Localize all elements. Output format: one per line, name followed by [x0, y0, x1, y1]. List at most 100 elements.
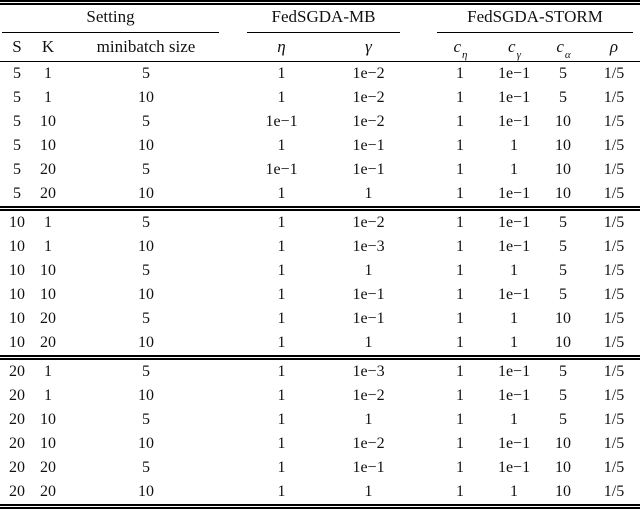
cell-gamma: 1e−2: [352, 387, 385, 404]
cell-eta: 1: [277, 411, 286, 428]
cell-minibatch-size: 5: [142, 310, 150, 327]
cell-k: 1: [44, 387, 52, 404]
cell-c-eta: 1: [456, 459, 464, 476]
cell-c-gamma: 1: [510, 161, 518, 178]
table-row: 20 20 5 1 1e−1 1 1e−1 10 1/5: [0, 456, 640, 480]
cell-c-eta: 1: [456, 387, 464, 404]
cell-s: 5: [13, 113, 21, 130]
cell-minibatch-size: 5: [62, 355, 230, 384]
cell-c-gamma: 1: [510, 483, 518, 500]
cell-gamma: 1: [364, 483, 373, 500]
cell-gamma: 1e−1: [352, 161, 385, 178]
cell-minibatch-size: 5: [142, 161, 150, 178]
cell-eta: 1: [277, 262, 286, 279]
cell-rho: 1/5: [603, 459, 625, 476]
cell-eta: 1: [277, 137, 286, 154]
cell-s: 20: [9, 483, 25, 500]
cell-c-gamma: 1e−1: [490, 206, 538, 235]
cell-eta: 1e−1: [265, 113, 298, 130]
table-row: 5 10 5 1e−1 1e−2 1 1e−1 10 1/5: [0, 110, 640, 134]
cell-gamma: 1e−2: [352, 435, 385, 452]
cell-rho: 1/5: [603, 161, 625, 178]
table-row: 10 10 5 1 1 1 1 5 1/5: [0, 259, 640, 283]
cell-c-alpha: 10: [555, 137, 571, 154]
cell-c-eta: 1: [456, 137, 464, 154]
cell-s: 5: [13, 185, 21, 202]
cell-c-alpha: 10: [555, 483, 571, 500]
cell-eta: 1: [277, 286, 286, 303]
cell-eta: 1: [277, 387, 286, 404]
cell-rho: 1/5: [603, 286, 625, 303]
cell-gamma: 1: [364, 411, 373, 428]
cell-s: 10: [9, 310, 25, 327]
cell-c-alpha: 5: [559, 262, 567, 279]
cell-c-gamma: 1: [510, 310, 518, 327]
cell-s: 10: [0, 206, 34, 235]
table-row: 5 1 5 1 1e−2 1 1e−1 5 1/5: [0, 62, 640, 87]
table-body: 5 1 5 1 1e−2 1 1e−1 5 1/5 5 1 10 1 1e−2 1 1e−1 5 1/5 5 10 5 1…: [0, 62, 640, 507]
cell-minibatch-size: 5: [142, 113, 150, 130]
cell-s: 20: [9, 411, 25, 428]
cell-gamma: 1e−3: [352, 238, 385, 255]
cell-c-eta: 1: [404, 206, 490, 235]
group-header-row: Setting FedSGDA-MB FedSGDA-STORM: [0, 3, 640, 33]
cell-c-eta: 1: [456, 286, 464, 303]
cell-eta: 1: [277, 334, 286, 351]
cell-gamma: 1e−1: [352, 286, 385, 303]
cell-rho: 1/5: [603, 262, 625, 279]
cell-k: 10: [40, 411, 56, 428]
cell-c-alpha: 5: [559, 89, 567, 106]
cell-rho: 1/5: [603, 65, 625, 82]
cell-c-gamma: 1e−1: [497, 459, 531, 476]
cell-minibatch-size: 10: [138, 435, 154, 452]
group-fedsgda-storm: FedSGDA-STORM: [404, 3, 640, 33]
cell-gamma: 1: [364, 262, 373, 279]
col-header-s: S: [0, 33, 34, 62]
cell-k: 10: [40, 262, 56, 279]
col-header-rho: ρ: [588, 33, 640, 62]
table-header: Setting FedSGDA-MB FedSGDA-STORM S K min…: [0, 3, 640, 62]
cell-c-gamma: 1e−1: [497, 435, 531, 452]
table-row: 10 20 10 1 1 1 1 10 1/5: [0, 331, 640, 358]
table-row: 10 1 10 1 1e−3 1 1e−1 5 1/5: [0, 235, 640, 259]
table-row: 10 20 5 1 1e−1 1 1 10 1/5: [0, 307, 640, 331]
cell-c-alpha: 10: [555, 435, 571, 452]
cell-c-eta: 1: [456, 65, 464, 82]
cell-c-eta: 1: [456, 411, 464, 428]
cell-c-gamma: 1e−1: [497, 238, 531, 255]
table-row: 20 1 10 1 1e−2 1 1e−1 5 1/5: [0, 384, 640, 408]
cell-minibatch-size: 10: [138, 185, 154, 202]
cell-rho: 1/5: [603, 483, 625, 500]
cell-s: 5: [13, 161, 21, 178]
table-row: 5 1 10 1 1e−2 1 1e−1 5 1/5: [0, 86, 640, 110]
cell-eta: 1: [277, 89, 286, 106]
cell-c-eta: 1: [456, 483, 464, 500]
cell-s: 5: [13, 65, 21, 82]
cell-rho: 1/5: [603, 310, 625, 327]
cell-c-alpha: 10: [555, 334, 571, 351]
cell-k: 10: [40, 137, 56, 154]
cell-c-alpha: 10: [555, 161, 571, 178]
cell-gamma: 1e−1: [352, 459, 385, 476]
cell-eta: 1: [277, 65, 286, 82]
cell-k: 10: [40, 435, 56, 452]
cell-minibatch-size: 5: [142, 459, 150, 476]
col-header-c-eta: cη: [404, 33, 490, 62]
cell-minibatch-size: 10: [138, 334, 154, 351]
cell-s: 10: [9, 262, 25, 279]
col-header-eta: η: [230, 33, 333, 62]
cell-gamma: 1e−2: [352, 89, 385, 106]
cell-minibatch-size: 5: [62, 206, 230, 235]
cell-c-eta: 1: [456, 334, 464, 351]
cell-s: 5: [13, 89, 21, 106]
cell-c-alpha: 5: [559, 387, 567, 404]
cell-rho: 1/5: [603, 185, 625, 202]
cell-minibatch-size: 5: [142, 65, 150, 82]
table-row: 20 20 10 1 1 1 1 10 1/5: [0, 480, 640, 507]
cell-c-alpha: 5: [559, 411, 567, 428]
cell-rho: 1/5: [588, 355, 640, 384]
table-row: 5 20 5 1e−1 1e−1 1 1 10 1/5: [0, 158, 640, 182]
cell-gamma: 1e−1: [352, 137, 385, 154]
cell-minibatch-size: 10: [138, 483, 154, 500]
